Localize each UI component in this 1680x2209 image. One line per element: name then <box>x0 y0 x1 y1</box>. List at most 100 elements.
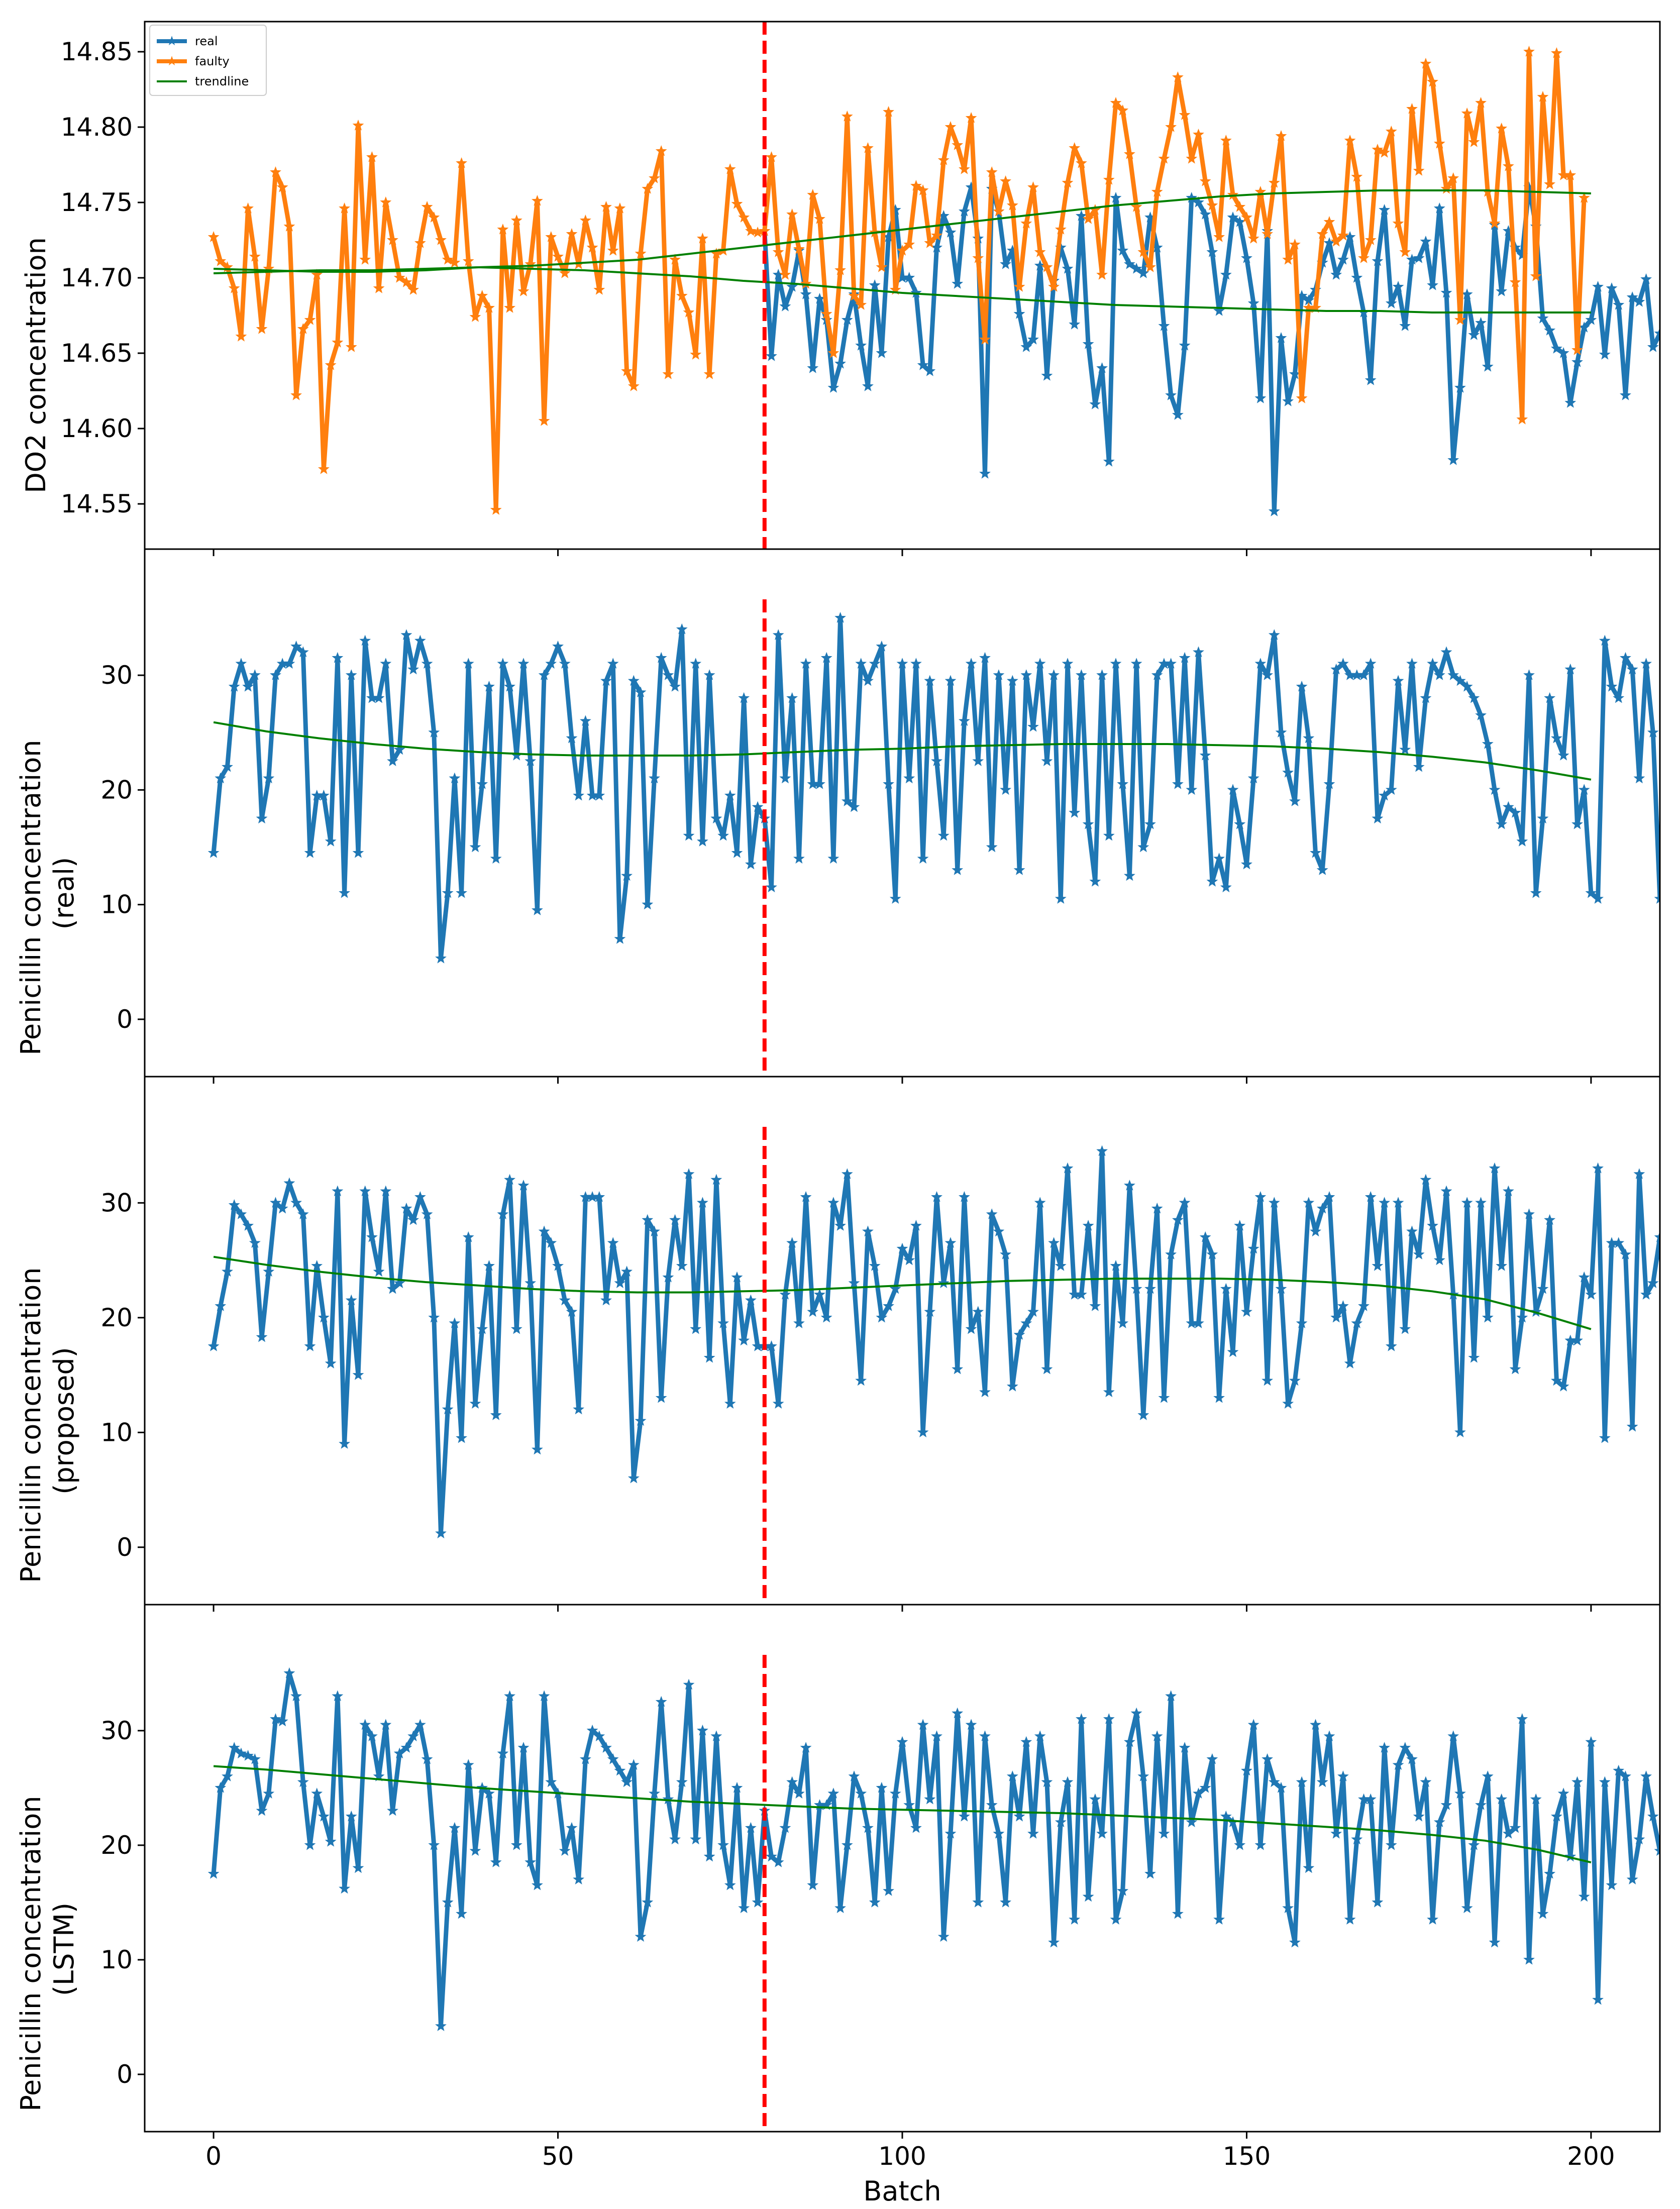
pen-proposed-proposed-point <box>1633 1168 1645 1179</box>
do2-faulty-point <box>1000 175 1011 186</box>
do2-faulty-point <box>944 121 957 132</box>
pen-real-real-point <box>1013 864 1025 875</box>
pen-real-real-point <box>1289 795 1301 806</box>
pen-real-real-point <box>421 658 433 669</box>
do2-real-point <box>1544 325 1556 336</box>
do2-real-point <box>779 300 791 311</box>
do2-real-point <box>965 181 977 192</box>
do2-real-point <box>807 362 819 373</box>
do2-faulty-point <box>917 184 929 195</box>
do2-faulty-point <box>393 272 405 283</box>
pen-lstm-LSTM-point <box>276 1715 288 1727</box>
do2-real-point <box>786 281 798 292</box>
pen-real-real-point <box>1496 818 1508 829</box>
pen-lstm-LSTM-point <box>469 1845 481 1856</box>
pen-lstm-LSTM-point <box>1013 1810 1025 1822</box>
pen-real-real-point <box>1268 629 1280 640</box>
pen-real-real-point <box>738 692 750 703</box>
do2-faulty-point <box>332 337 344 348</box>
pen-real-real-point <box>297 646 309 658</box>
pen-lstm-LSTM-point <box>1454 1787 1466 1799</box>
pen-real-real-point <box>1379 789 1390 801</box>
pen-lstm-LSTM-point <box>965 1719 977 1730</box>
do2-faulty-point <box>449 257 461 268</box>
pen-proposed-proposed-point <box>476 1323 488 1334</box>
do2-faulty-point <box>807 189 819 200</box>
pen-proposed-proposed-point <box>1179 1197 1191 1208</box>
pen-lstm-LSTM-point <box>1027 1828 1039 1839</box>
pen-proposed-proposed-point <box>1310 1225 1321 1237</box>
pen-real-ytick-label: 0 <box>117 1005 133 1034</box>
do2-faulty-point <box>1041 261 1053 272</box>
pen-lstm-LSTM-point <box>366 1730 378 1741</box>
pen-lstm-LSTM-point <box>869 1896 881 1908</box>
pen-lstm-LSTM-point <box>952 1707 964 1719</box>
do2-real-point <box>1289 368 1301 379</box>
pen-lstm-ylabel: Penicillin concentration (LSTM) <box>15 1787 80 2111</box>
do2-faulty-point <box>1316 228 1328 239</box>
pen-proposed-proposed-point <box>1668 1237 1679 1248</box>
do2-faulty-point <box>421 201 433 212</box>
pen-lstm-LSTM-point <box>270 1713 281 1724</box>
do2-faulty-point <box>621 365 633 376</box>
pen-lstm-LSTM-point <box>380 1719 392 1730</box>
do2-real-point <box>1041 370 1053 381</box>
pen-real-real-point <box>387 755 398 766</box>
do2-real-point <box>1647 341 1659 352</box>
do2-faulty-point <box>655 145 667 156</box>
pen-real-real-point <box>1117 778 1129 789</box>
do2-faulty-point <box>1323 216 1335 227</box>
do2-real-point <box>1323 237 1335 248</box>
pen-proposed-proposed-point <box>1427 1220 1438 1231</box>
do2-faulty-point <box>814 213 825 224</box>
xtick-label: 0 <box>205 2142 222 2171</box>
pen-real-real-point <box>1585 887 1597 898</box>
pen-proposed-proposed-point <box>1268 1197 1280 1208</box>
do2-faulty-point <box>1544 178 1556 189</box>
pen-real-real-point <box>1220 881 1232 893</box>
do2-real-point <box>1206 246 1218 257</box>
pen-lstm-LSTM-point <box>1000 1896 1011 1908</box>
pen-real-real-point <box>1076 669 1087 680</box>
pen-proposed-proposed-point <box>1372 1260 1384 1271</box>
do2-real-point <box>1668 300 1679 311</box>
pen-proposed-proposed-point <box>276 1202 288 1214</box>
pen-lstm-LSTM-point <box>924 1793 936 1805</box>
do2-ytick-label: 14.80 <box>61 113 133 142</box>
pen-real-ytick-label: 20 <box>100 775 133 804</box>
pen-proposed-proposed-point <box>1316 1202 1328 1214</box>
pen-real-real-point <box>1206 876 1218 887</box>
do2-real-point <box>1427 279 1438 290</box>
pen-real-real-point <box>1282 767 1294 778</box>
pen-proposed-proposed-point <box>1551 1375 1562 1386</box>
pen-real-real-point <box>697 835 708 847</box>
pen-real-real-point <box>1385 784 1397 795</box>
pen-lstm-LSTM-point <box>263 1787 275 1799</box>
pen-real-real-point <box>607 658 619 669</box>
pen-lstm-LSTM-point <box>614 1764 626 1776</box>
pen-lstm-LSTM-point <box>510 1839 522 1850</box>
legend-real-label: real <box>195 34 218 48</box>
pen-real-real-point <box>752 801 764 812</box>
pen-real-real-point <box>1199 749 1211 761</box>
pen-proposed-proposed-point <box>462 1231 474 1242</box>
do2-real-point <box>917 359 929 370</box>
pen-proposed-plot-area <box>207 1145 1679 1539</box>
do2-real-point <box>1385 297 1397 308</box>
do2-real-point <box>1379 204 1390 215</box>
pen-proposed-proposed-point <box>1406 1225 1418 1237</box>
do2-faulty-point <box>1172 71 1184 82</box>
pen-lstm-LSTM-point <box>1179 1742 1191 1753</box>
pen-proposed-proposed-point <box>910 1220 922 1231</box>
pen-real-real-point <box>1055 893 1067 904</box>
legend-trendline-label: trendline <box>195 74 249 88</box>
pen-proposed-proposed-point <box>1000 1248 1011 1259</box>
do2-real-point <box>1675 302 1680 313</box>
pen-lstm-LSTM-point <box>1076 1713 1087 1724</box>
do2-faulty-point <box>586 242 598 253</box>
pen-lstm-LSTM-point <box>483 1787 495 1799</box>
pen-lstm-LSTM-point <box>462 1759 474 1770</box>
pen-lstm-LSTM-point <box>1234 1839 1246 1850</box>
do2-faulty-point <box>387 234 398 245</box>
pen-real-real-point <box>1124 870 1135 881</box>
